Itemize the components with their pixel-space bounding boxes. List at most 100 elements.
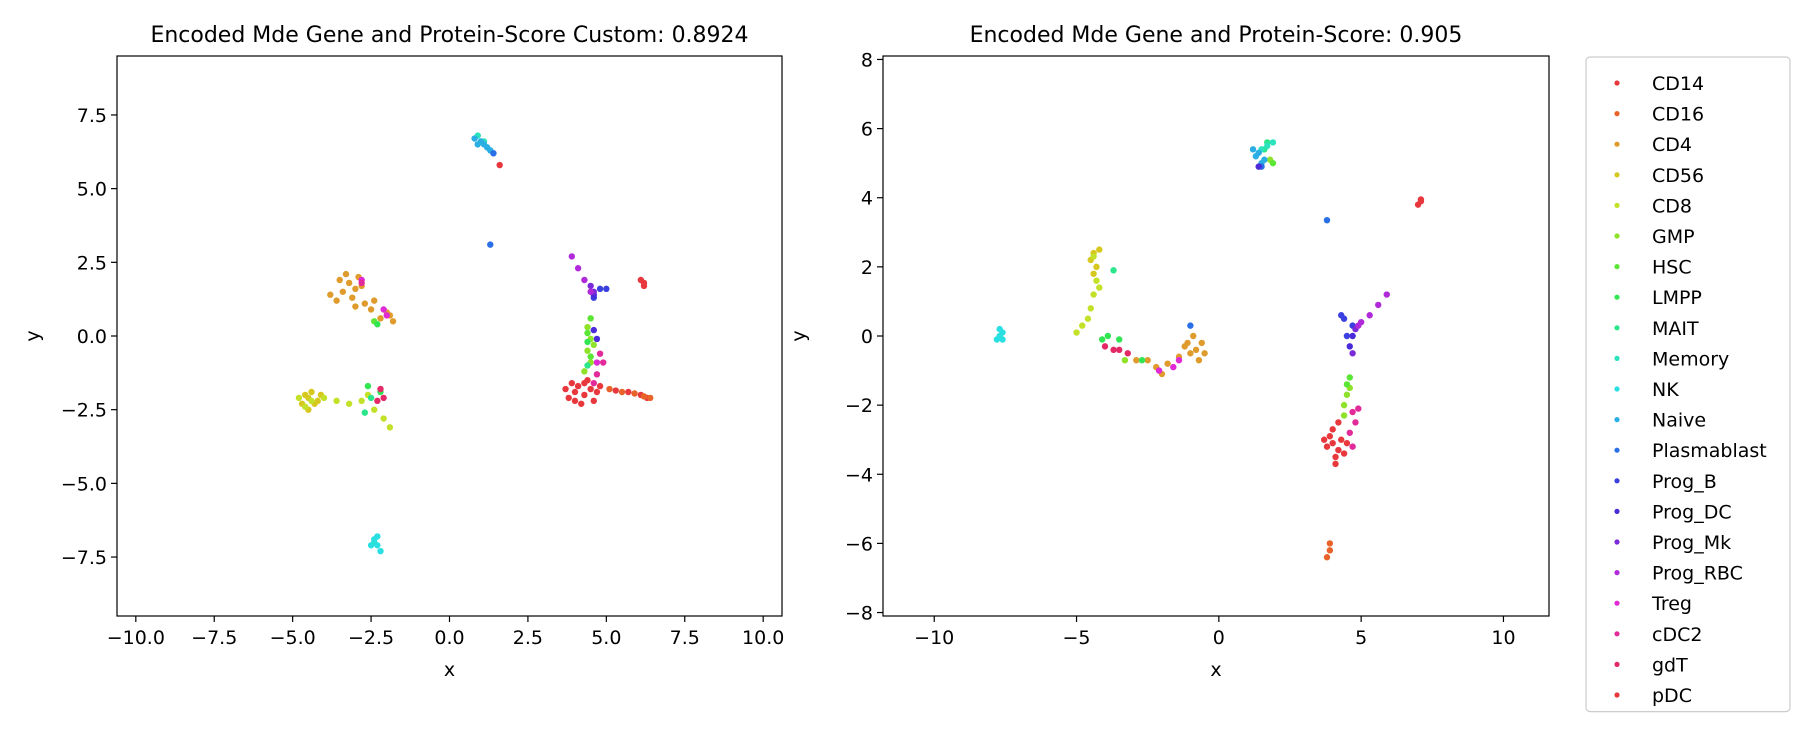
data-point: [1329, 439, 1336, 447]
legend-entry: CD16: [1614, 104, 1704, 126]
legend-marker: [1614, 172, 1620, 178]
legend-marker: [1614, 80, 1620, 86]
data-point: [1192, 346, 1200, 354]
data-point: [1155, 367, 1163, 374]
chart-right: Encoded Mde Gene and Protein-Score: 0.90…: [788, 23, 1550, 681]
data-point: [1355, 322, 1362, 329]
chart-right-title: Encoded Mde Gene and Protein-Score: 0.90…: [970, 23, 1463, 48]
legend-entry: Naive: [1614, 410, 1706, 432]
data-point: [480, 141, 488, 148]
legend-label: CD8: [1652, 195, 1692, 217]
data-point: [380, 394, 387, 402]
data-point: [380, 415, 387, 422]
data-point: [1073, 329, 1080, 336]
data-point: [358, 279, 365, 287]
data-point: [1255, 163, 1262, 170]
data-point: [1164, 360, 1171, 367]
legend-entry: Prog_DC: [1614, 501, 1732, 523]
data-point: [1326, 540, 1334, 547]
data-point: [367, 394, 375, 402]
chart-left-points: [295, 132, 654, 555]
legend-label: HSC: [1652, 257, 1692, 279]
data-point: [1343, 439, 1351, 447]
legend-entry: LMPP: [1614, 287, 1702, 309]
data-point: [374, 533, 381, 540]
x-tick-label: 5: [1355, 627, 1367, 649]
y-tick-label: −7.5: [61, 547, 107, 569]
data-point: [371, 297, 378, 304]
data-point: [302, 391, 309, 399]
data-point: [584, 338, 591, 346]
data-point: [1096, 284, 1103, 291]
data-point: [1264, 142, 1271, 150]
legend-entry: GMP: [1614, 226, 1695, 248]
legend-marker: [1614, 600, 1620, 606]
legend-label: CD56: [1652, 165, 1704, 187]
data-point: [1104, 332, 1112, 340]
data-point: [496, 161, 503, 169]
data-point: [336, 276, 343, 284]
x-tick-label: −5.0: [270, 627, 316, 649]
data-point: [1170, 363, 1177, 371]
legend-marker: [1614, 570, 1620, 576]
x-tick-label: −5: [1063, 627, 1091, 649]
data-point: [1195, 356, 1203, 364]
data-point: [1346, 343, 1353, 350]
data-point: [1087, 305, 1094, 312]
legend-entry: CD8: [1614, 195, 1692, 217]
data-point: [590, 397, 597, 405]
data-point: [568, 379, 576, 387]
data-point: [596, 382, 604, 390]
data-point: [367, 306, 375, 313]
data-point: [640, 393, 648, 400]
x-tick-label: 0: [1213, 627, 1225, 649]
data-point: [593, 335, 601, 343]
data-point: [1414, 201, 1422, 208]
data-point: [631, 390, 638, 397]
data-point: [1343, 391, 1351, 398]
data-point: [584, 347, 591, 354]
x-tick-label: 5.0: [591, 627, 621, 649]
x-tick-label: 10.0: [742, 627, 784, 649]
data-point: [1349, 443, 1356, 450]
data-point: [999, 336, 1006, 343]
chart-right-x-label: x: [1210, 659, 1221, 681]
data-point: [590, 341, 597, 349]
data-point: [374, 542, 381, 549]
data-point: [1340, 450, 1348, 457]
data-point: [377, 547, 384, 555]
data-point: [308, 397, 315, 405]
y-tick-label: 0: [861, 326, 873, 348]
data-point: [1110, 267, 1117, 274]
legend-label: MAIT: [1652, 318, 1699, 340]
chart-left-y-label: y: [22, 330, 44, 341]
legend-marker: [1614, 447, 1620, 453]
data-point: [1323, 443, 1331, 450]
data-point: [1116, 336, 1123, 343]
legend-label: CD14: [1652, 73, 1704, 95]
data-point: [1349, 332, 1356, 340]
data-point: [1332, 453, 1339, 461]
data-point: [374, 321, 381, 328]
data-point: [1338, 436, 1345, 443]
legend-marker: [1614, 386, 1620, 392]
y-tick-label: 0.0: [77, 326, 107, 348]
legend-label: Treg: [1651, 593, 1692, 615]
data-point: [487, 241, 494, 248]
legend-label: GMP: [1652, 226, 1695, 248]
legend-label: CD16: [1652, 104, 1704, 126]
data-point: [1184, 339, 1191, 347]
chart-left-y-ticks: −7.5 −5.0 −2.5 0.0 2.5 5.0 7.5: [61, 105, 117, 569]
legend-marker: [1614, 508, 1620, 514]
legend-marker: [1614, 141, 1620, 147]
legend-entry: cDC2: [1614, 624, 1702, 646]
y-tick-label: 8: [861, 49, 873, 71]
data-point: [1335, 446, 1342, 454]
data-point: [383, 312, 390, 319]
legend-label: Naive: [1652, 410, 1706, 432]
legend-marker: [1614, 355, 1620, 361]
data-point: [1090, 270, 1097, 277]
data-point: [1084, 315, 1092, 322]
data-point: [581, 379, 588, 387]
data-point: [587, 282, 594, 290]
